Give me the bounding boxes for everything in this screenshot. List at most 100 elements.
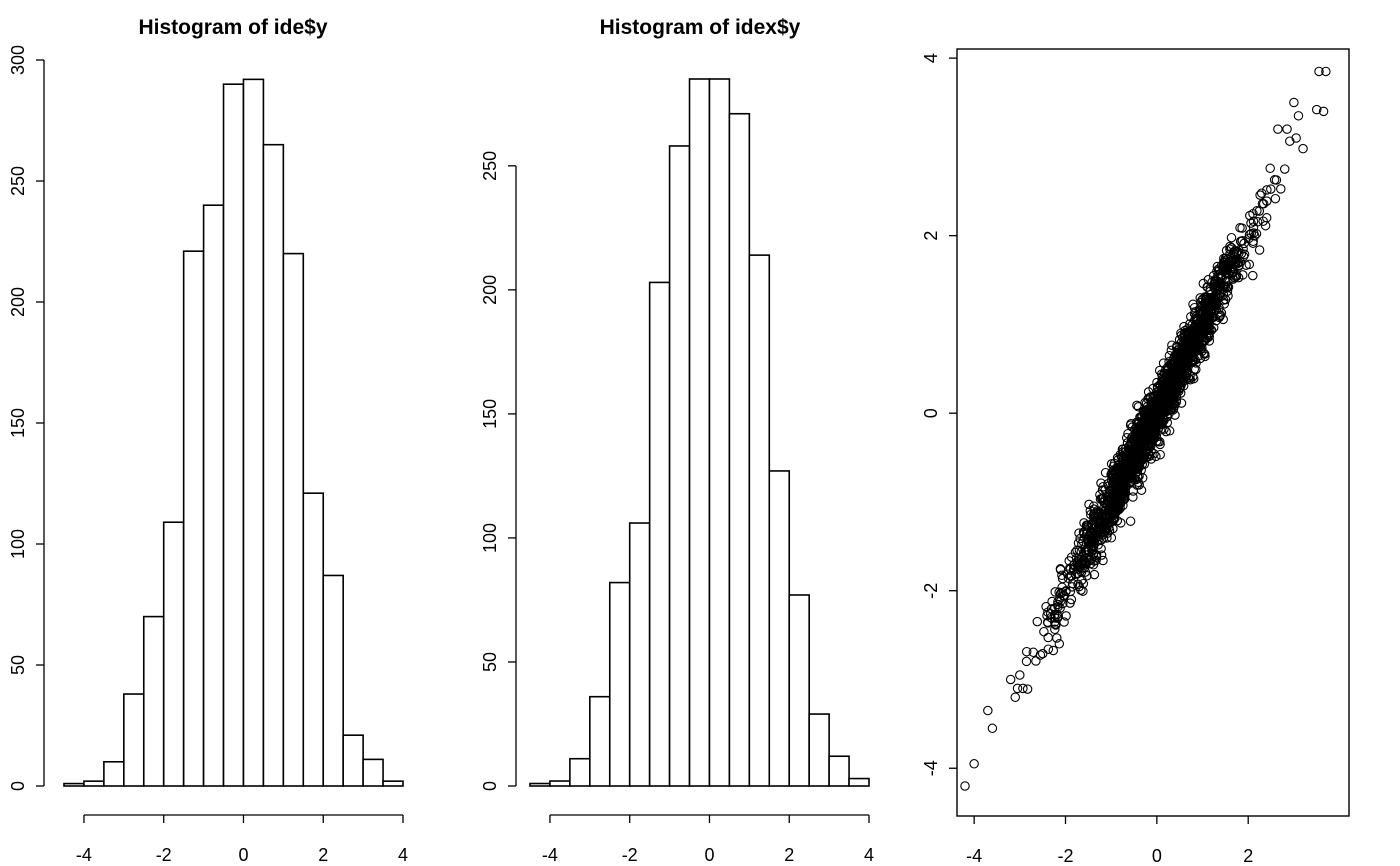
scatter-point <box>1155 439 1165 450</box>
histogram-idex-y-bar <box>529 782 551 787</box>
scatter-point <box>1053 597 1063 607</box>
scatter-point <box>1271 175 1282 185</box>
scatter-point <box>1114 490 1124 501</box>
scatter-panel: -4 -2 0 2 -4 -2 0 2 4 <box>921 48 1350 866</box>
scatter-point <box>1188 356 1198 367</box>
scatter-point <box>1225 249 1235 260</box>
scatter-point <box>1077 539 1087 549</box>
scatter-point <box>1128 492 1138 502</box>
scatter-point <box>1262 196 1272 206</box>
scatter-point <box>1089 569 1100 580</box>
x-tick-label: -4 <box>542 845 558 865</box>
scatter-point <box>1132 456 1143 467</box>
histogram-ide-y-bar <box>63 782 85 787</box>
scatter-point <box>1078 586 1088 596</box>
scatter-point <box>1192 333 1202 343</box>
scatter-point <box>1226 232 1237 243</box>
histogram-idex-y-bar <box>768 470 791 787</box>
scatter-point <box>1151 451 1161 462</box>
scatter-point <box>1164 426 1175 436</box>
scatter-point <box>1212 285 1223 296</box>
scatter-point <box>1143 394 1153 404</box>
scatter-point <box>1262 185 1272 195</box>
y-tick-label: 150 <box>480 399 500 429</box>
scatter-point <box>1106 475 1117 486</box>
scatter-point <box>1255 190 1265 200</box>
y-tick-label: 250 <box>8 166 28 196</box>
y-tick-label: 2 <box>921 231 941 241</box>
scatter-point <box>1210 300 1220 311</box>
histogram-ide-y-bar <box>362 758 384 787</box>
scatter-point <box>1133 477 1143 488</box>
scatter-point <box>1053 611 1064 622</box>
scatter-point <box>1015 670 1025 680</box>
scatter-point <box>1170 400 1180 411</box>
scatter-point <box>1066 594 1077 605</box>
scatter-point <box>1280 164 1290 174</box>
y-tick-label: 0 <box>480 781 500 791</box>
scatter-point <box>960 781 970 791</box>
scatter-point <box>1077 575 1087 585</box>
scatter-point <box>1254 245 1265 255</box>
scatter-point <box>1318 106 1329 117</box>
scatter-point <box>1061 611 1071 621</box>
scatter-point <box>1043 644 1054 654</box>
scatter-point <box>1092 506 1103 516</box>
scatter-point <box>1018 683 1028 694</box>
scatter-y-axis: -4 -2 0 2 4 <box>921 53 957 776</box>
histogram-idex-y-bar <box>728 112 751 787</box>
scatter-point <box>1126 466 1136 476</box>
scatter-point <box>1155 416 1165 427</box>
scatter-point <box>1228 274 1238 284</box>
histogram-ide-y-bar <box>262 143 285 787</box>
x-tick-label: 2 <box>318 845 328 865</box>
scatter-point <box>1005 674 1016 685</box>
scatter-x-axis: -4 -2 0 2 <box>966 816 1253 866</box>
y-tick-label: 0 <box>8 781 28 791</box>
histogram-ide-y-x-axis: -4 -2 0 2 4 <box>76 814 408 865</box>
scatter-point <box>1127 449 1137 459</box>
scatter-point <box>1012 683 1023 694</box>
scatter-point <box>969 759 979 769</box>
scatter-point <box>1248 222 1259 232</box>
scatter-point <box>1293 111 1304 121</box>
histogram-idex-y-bar <box>608 581 631 787</box>
scatter-point <box>983 705 993 716</box>
scatter-point <box>1161 426 1171 437</box>
scatter-point <box>1102 512 1113 523</box>
scatter-point <box>1127 476 1137 487</box>
histogram-ide-y-bar <box>83 780 105 787</box>
scatter-point <box>1270 193 1281 204</box>
scatter-point <box>1219 258 1230 268</box>
scatter-point <box>1120 472 1131 482</box>
scatter-point <box>1273 124 1283 134</box>
scatter-point <box>1314 66 1324 77</box>
scatter-point <box>1121 479 1131 489</box>
scatter-point <box>1057 587 1067 598</box>
histogram-idex-y-bar <box>788 594 810 787</box>
scatter-point <box>1131 422 1142 432</box>
scatter-point <box>1128 448 1138 459</box>
histogram-idex-y-bar <box>589 695 611 787</box>
scatter-point <box>1238 251 1249 262</box>
scatter-point <box>1043 607 1053 617</box>
histogram-idex-y-bar <box>648 281 671 787</box>
scatter-point <box>1114 486 1125 497</box>
x-tick-label: 0 <box>238 845 248 865</box>
x-tick-label: -2 <box>1057 846 1073 866</box>
scatter-point <box>1236 236 1246 247</box>
x-tick-label: 2 <box>1243 846 1253 866</box>
y-tick-label: 300 <box>8 45 28 75</box>
x-tick-label: 2 <box>784 845 794 865</box>
scatter-point <box>1113 460 1123 471</box>
scatter-point <box>1104 503 1114 513</box>
scatter-point <box>1192 315 1202 326</box>
x-tick-label: -2 <box>156 845 172 865</box>
scatter-point <box>1032 616 1043 627</box>
scatter-point <box>1276 184 1286 194</box>
scatter-point <box>1258 216 1268 226</box>
histogram-ide-y-bar <box>123 693 145 787</box>
scatter-point <box>1209 301 1219 312</box>
scatter-point <box>1144 405 1154 416</box>
